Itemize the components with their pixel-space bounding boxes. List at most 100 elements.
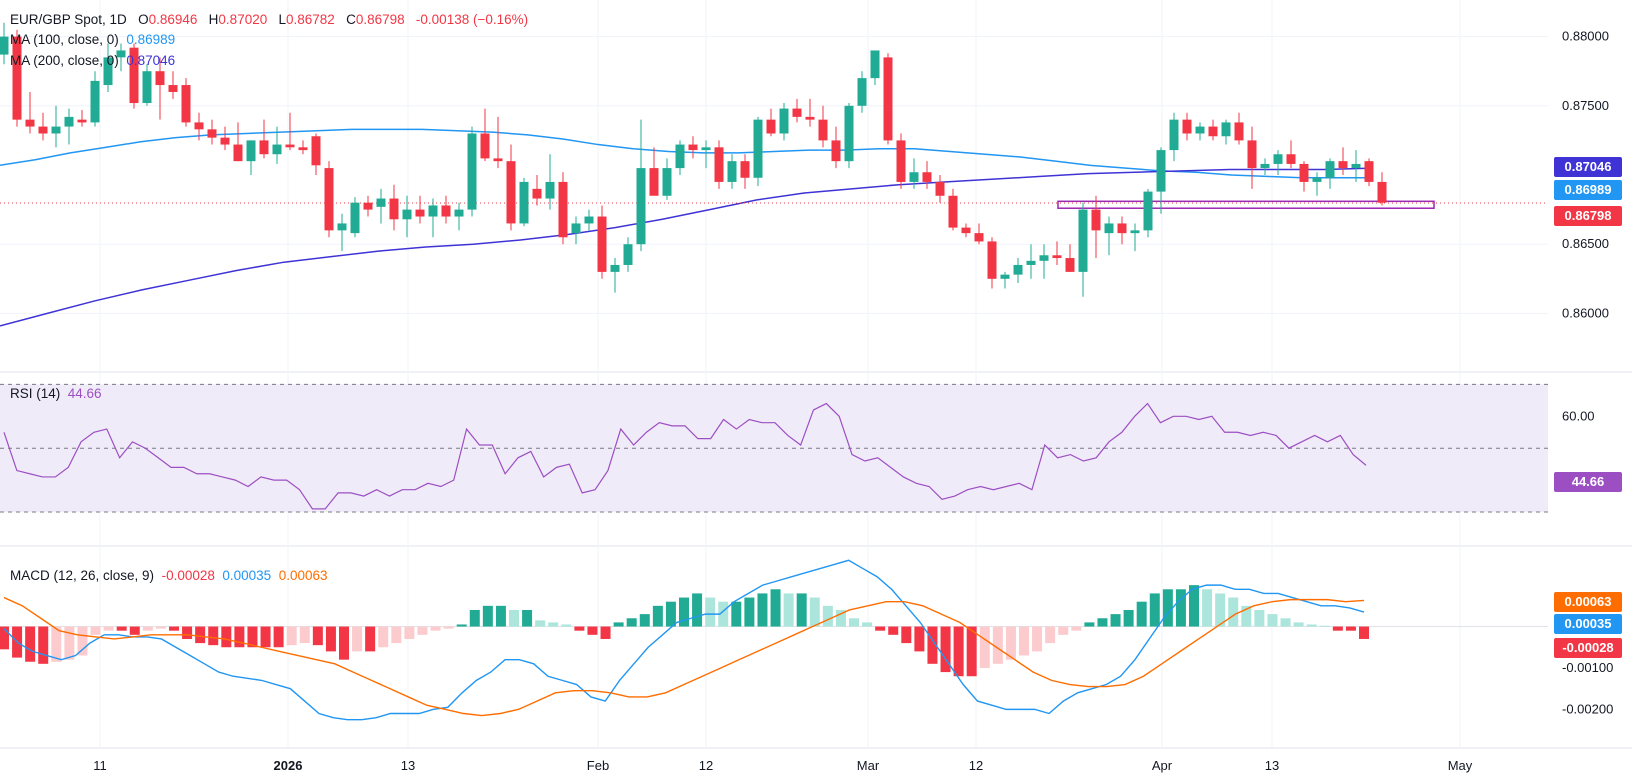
last-price-badge: 0.86798 — [1554, 206, 1622, 226]
rsi-badge: 44.66 — [1554, 472, 1622, 492]
macd-histogram-bar — [561, 624, 572, 627]
candle-body — [259, 140, 269, 155]
candle-body — [1286, 154, 1296, 164]
macd-histogram-bar — [1005, 626, 1016, 660]
ma200-label: MA (200, close, 0) — [10, 53, 119, 68]
time-tick-label: 2026 — [274, 758, 303, 773]
macd-histogram-bar — [927, 626, 938, 664]
candle-body — [129, 47, 139, 104]
candle-body — [415, 209, 425, 217]
candle-body — [532, 188, 542, 199]
macd-histogram-bar — [391, 626, 402, 644]
macd-histogram-bar — [613, 622, 624, 627]
open-label: O — [138, 12, 149, 27]
time-tick-label: 11 — [93, 758, 107, 773]
candle-body — [1104, 223, 1114, 234]
macd-histogram-bar — [731, 601, 742, 627]
macd-histogram-bar — [1228, 597, 1239, 627]
macd-histogram-bar — [1162, 589, 1173, 627]
change-value: -0.00138 (−0.16%) — [415, 12, 529, 27]
candle-body — [389, 198, 399, 220]
macd-histogram-bar — [116, 626, 127, 631]
candle-body — [870, 50, 880, 79]
candle-body — [506, 161, 516, 224]
candle-body — [714, 147, 724, 182]
macd-histogram-bar — [509, 609, 519, 627]
candle-body — [1026, 260, 1036, 265]
candle-body — [1117, 223, 1127, 234]
ma200-price-badge: 0.87046 — [1554, 157, 1622, 177]
candle-body — [51, 126, 61, 134]
macd-hist-value: -0.00028 — [161, 568, 215, 583]
candle-body — [25, 119, 35, 127]
candle-body — [1364, 161, 1374, 182]
candle-body — [1078, 209, 1088, 272]
ma200-legend[interactable]: MA (200, close, 0) 0.87046 — [10, 51, 175, 71]
high-label: H — [208, 12, 219, 27]
macd-histogram-bar — [208, 626, 219, 646]
macd-histogram-bar — [404, 626, 415, 639]
candle-body — [272, 144, 282, 155]
macd-histogram-bar — [1202, 589, 1213, 627]
macd-histogram-bar — [482, 605, 493, 627]
macd-histogram-bar — [195, 626, 206, 644]
symbol-label[interactable]: EUR/GBP Spot, 1D — [10, 12, 127, 27]
macd-histogram-bar — [182, 626, 193, 639]
candle-body — [38, 126, 48, 134]
candle-body — [12, 36, 22, 120]
macd-histogram-bar — [456, 624, 467, 627]
macd-histogram-bar — [1280, 618, 1291, 627]
macd-histogram-bar — [1097, 618, 1108, 627]
macd-histogram-bar — [574, 626, 585, 631]
macd-histogram-bar — [286, 626, 297, 646]
ma100-legend[interactable]: MA (100, close, 0) 0.86989 — [10, 30, 175, 50]
macd-histogram-bar — [796, 593, 807, 627]
macd-histogram-bar — [1084, 622, 1095, 627]
macd-histogram-bar — [365, 626, 376, 652]
macd-histogram-bar — [0, 626, 9, 650]
candle-body — [623, 244, 633, 265]
candle-body — [0, 36, 9, 55]
candle-body — [662, 168, 672, 196]
candle-body — [1351, 163, 1361, 169]
candle-body — [961, 227, 971, 234]
rsi-legend[interactable]: RSI (14) 44.66 — [10, 384, 102, 404]
macd-histogram-bar — [914, 626, 925, 652]
candle-body — [1000, 274, 1010, 279]
candle-body — [649, 168, 659, 196]
candle-body — [1221, 122, 1231, 137]
macd-histogram-bar — [1071, 626, 1082, 631]
candle-body — [1234, 122, 1244, 141]
candle-body — [1260, 163, 1270, 169]
signal-badge: 0.00063 — [1554, 592, 1622, 612]
macd-histogram-bar — [129, 626, 140, 635]
open-value: 0.86946 — [148, 12, 198, 27]
macd-histogram-bar — [1332, 626, 1343, 631]
candle-body — [1182, 119, 1192, 134]
macd-histogram-bar — [692, 593, 703, 627]
macd-legend[interactable]: MACD (12, 26, close, 9) -0.00028 0.00035… — [10, 566, 328, 586]
candle-body — [779, 108, 789, 134]
candle-body — [116, 50, 126, 58]
time-tick-label: Feb — [587, 758, 609, 773]
macd-histogram-bar — [443, 626, 454, 629]
candle-body — [298, 147, 308, 151]
candle-body — [207, 129, 217, 138]
macd-histogram-bar — [535, 620, 546, 627]
macd-histogram-bar — [1149, 593, 1160, 627]
time-tick-label: Apr — [1152, 758, 1173, 773]
candle-body — [844, 105, 854, 162]
macd-histogram-bar — [1045, 626, 1056, 644]
time-tick-label: May — [1448, 758, 1473, 773]
candle-body — [909, 172, 919, 182]
macd-histogram-bar — [522, 609, 533, 627]
macd-histogram-bar — [1345, 626, 1356, 631]
macd-histogram-bar — [1254, 609, 1265, 627]
macd-histogram-bar — [940, 626, 951, 673]
candle-body — [1143, 191, 1153, 231]
time-tick-label: 13 — [1265, 758, 1279, 773]
macd-histogram-bar — [155, 626, 166, 629]
macd-histogram-bar — [875, 626, 886, 631]
macd-histogram-bar — [992, 626, 1003, 664]
